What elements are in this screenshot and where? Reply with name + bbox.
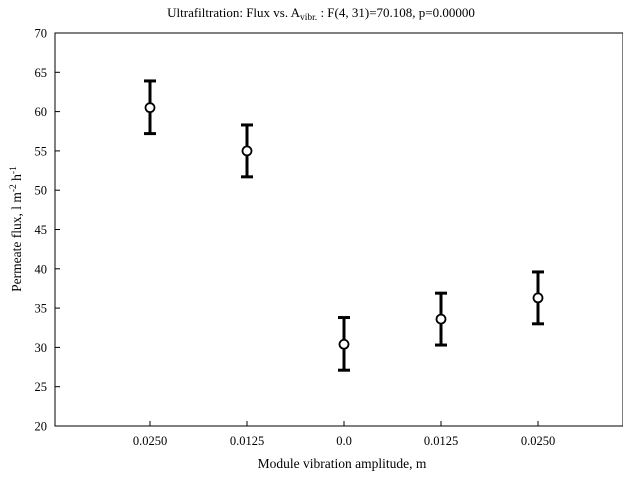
y-tick-label: 35	[35, 302, 48, 316]
y-tick-label: 55	[35, 144, 48, 158]
y-tick-label: 60	[35, 105, 48, 119]
mean-point	[241, 145, 253, 157]
mean-point	[144, 102, 156, 114]
x-tick-label: 0.0125	[230, 434, 264, 448]
mean-point	[435, 313, 447, 325]
series-points	[144, 79, 544, 372]
y-axis-label-sup1: -2	[9, 184, 19, 192]
y-tick-label: 65	[35, 66, 48, 80]
chart-title: Ultrafiltration: Flux vs. Avibr. : F(4, …	[167, 5, 475, 23]
y-tick-label: 25	[35, 380, 48, 394]
chart-title-subscript: vibr.	[300, 13, 317, 23]
x-axis-label: Module vibration amplitude, m	[258, 456, 427, 471]
x-tick-label: 0.0250	[133, 434, 167, 448]
chart-title-prefix: Ultrafiltration: Flux vs. A	[167, 5, 300, 20]
mean-point	[338, 338, 350, 350]
mean-point	[532, 292, 544, 304]
y-tick-label: 70	[35, 27, 48, 41]
y-axis-label-sup2: -1	[9, 166, 19, 174]
x-tick-label: 0.0	[336, 434, 352, 448]
y-tick-label: 40	[35, 262, 48, 276]
x-tick-label: 0.0250	[521, 434, 555, 448]
chart-title-suffix: : F(4, 31)=70.108, p=0.00000	[317, 5, 475, 20]
y-tick-label: 20	[35, 420, 48, 434]
y-axis-label: Permeate flux, l m-2 h-1	[9, 166, 24, 292]
y-tick-label: 30	[35, 341, 48, 355]
x-axis: 0.0250 0.0125 0.0 0.0125 0.0250	[133, 421, 555, 448]
y-tick-label: 45	[35, 223, 48, 237]
y-tick-label: 50	[35, 184, 48, 198]
x-tick-label: 0.0125	[424, 434, 458, 448]
plot-frame	[54, 32, 623, 427]
y-axis-label-base: Permeate flux, l m	[9, 192, 24, 292]
y-axis-label-mid: h	[9, 174, 24, 184]
y-axis: 20 25 30 35 40 45 50 55 60 65 70	[35, 27, 60, 434]
